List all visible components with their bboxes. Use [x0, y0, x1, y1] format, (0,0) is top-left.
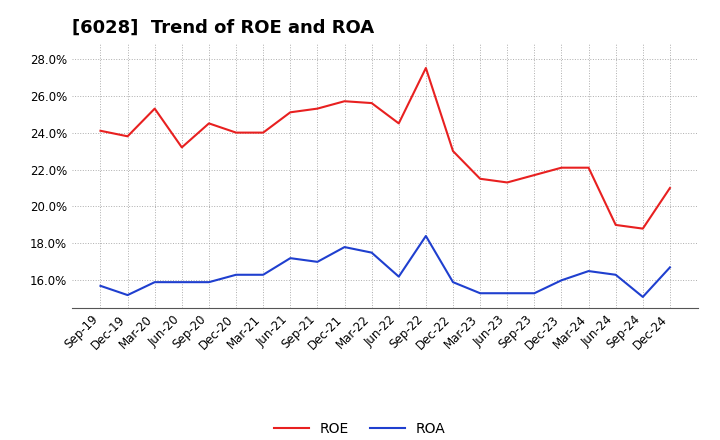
Legend: ROE, ROA: ROE, ROA	[269, 417, 451, 440]
ROE	[476, 176, 485, 181]
ROE	[665, 185, 674, 191]
ROE	[96, 128, 105, 133]
ROA	[259, 272, 268, 277]
ROA	[421, 233, 430, 238]
Line: ROE: ROE	[101, 68, 670, 229]
ROA	[341, 245, 349, 250]
ROA	[449, 279, 457, 285]
ROE	[178, 145, 186, 150]
ROE	[584, 165, 593, 170]
ROE	[313, 106, 322, 111]
ROA	[178, 279, 186, 285]
ROE	[259, 130, 268, 135]
ROE	[150, 106, 159, 111]
ROE	[611, 222, 620, 227]
ROA	[367, 250, 376, 255]
ROA	[286, 256, 294, 261]
ROE	[421, 66, 430, 71]
ROE	[204, 121, 213, 126]
ROA	[639, 294, 647, 300]
ROA	[584, 268, 593, 274]
ROA	[96, 283, 105, 289]
ROE	[341, 99, 349, 104]
ROE	[123, 134, 132, 139]
ROA	[611, 272, 620, 277]
ROE	[232, 130, 240, 135]
ROA	[204, 279, 213, 285]
ROE	[639, 226, 647, 231]
ROA	[530, 290, 539, 296]
ROA	[476, 290, 485, 296]
ROA	[557, 278, 566, 283]
Text: [6028]  Trend of ROE and ROA: [6028] Trend of ROE and ROA	[72, 19, 374, 37]
ROE	[367, 100, 376, 106]
ROA	[150, 279, 159, 285]
ROE	[503, 180, 511, 185]
Line: ROA: ROA	[101, 236, 670, 297]
ROA	[232, 272, 240, 277]
ROE	[449, 148, 457, 154]
ROE	[530, 172, 539, 178]
ROE	[286, 110, 294, 115]
ROE	[557, 165, 566, 170]
ROA	[665, 265, 674, 270]
ROA	[313, 259, 322, 264]
ROA	[395, 274, 403, 279]
ROE	[395, 121, 403, 126]
ROA	[503, 290, 511, 296]
ROA	[123, 293, 132, 298]
